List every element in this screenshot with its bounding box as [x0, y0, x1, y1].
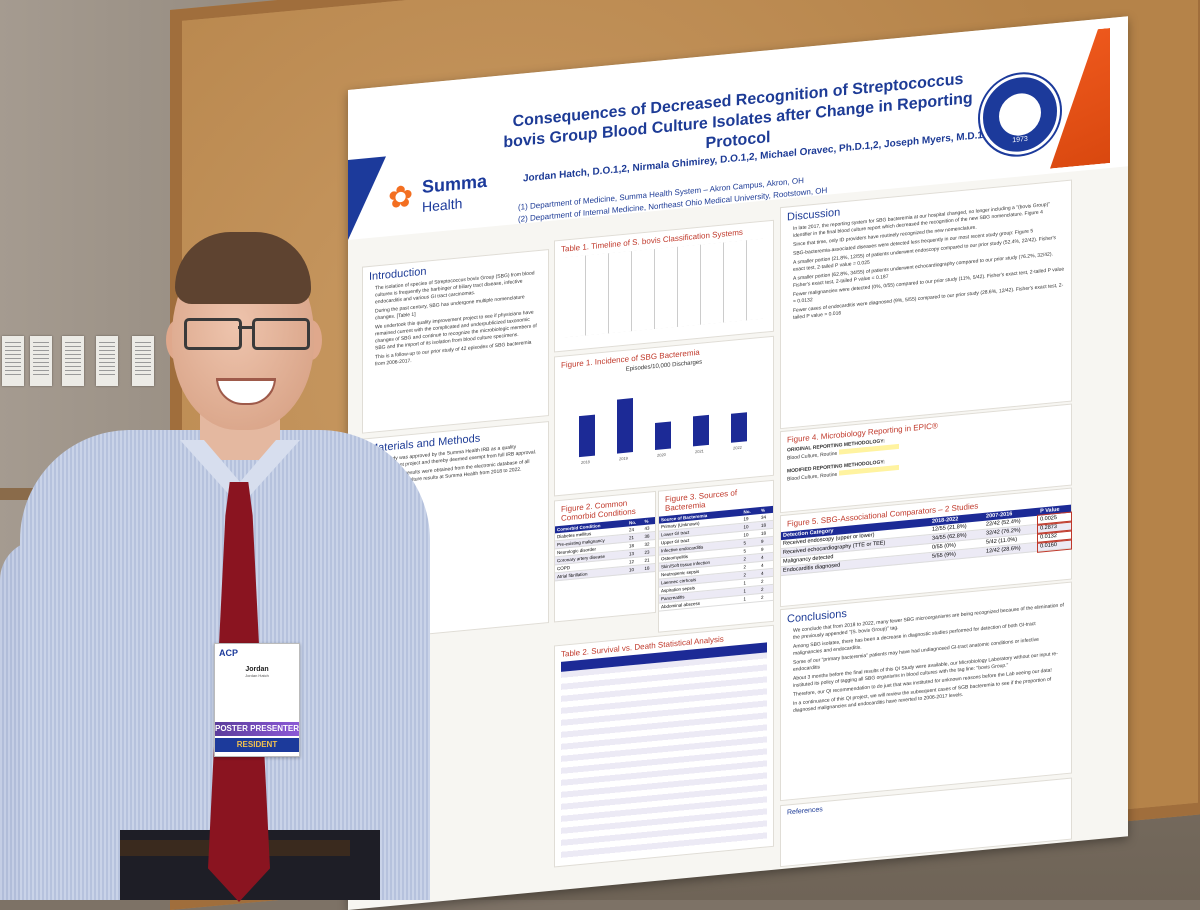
- year-label: 2020: [657, 451, 666, 458]
- year-label: 2021: [695, 448, 704, 455]
- paper: [30, 336, 52, 386]
- logo-text: Summa: [422, 170, 488, 198]
- summa-flower-icon: ✿: [388, 179, 414, 216]
- incidence-bar-chart: 2018 2019 2020 2021 2022: [569, 368, 759, 466]
- orange-corner-accent: [1050, 28, 1110, 169]
- paper: [132, 336, 154, 386]
- incidence-bar: [617, 398, 633, 454]
- introduction-section: Introduction The isolation of species of…: [362, 248, 549, 434]
- paper: [96, 336, 118, 386]
- incidence-bar: [731, 412, 747, 443]
- year-label: 2018: [581, 459, 590, 465]
- table-cell: 1: [741, 593, 759, 604]
- conclusions-section: Conclusions We conclude that from 2018 t…: [780, 581, 1072, 802]
- wall-rail: [0, 488, 180, 500]
- discussion-section: Discussion In late 2017, the reporting s…: [780, 179, 1072, 430]
- methods-section: Materials and Methods This study was app…: [362, 420, 549, 641]
- comorbid-table: Comorbid Condition No.% Diabetes mellitus 2…: [555, 516, 655, 581]
- table-cell: 18: [642, 563, 655, 573]
- incidence-bar: [579, 414, 595, 458]
- table-cell: 0.0160: [1037, 537, 1072, 553]
- sources-table: Source of Bacteremia No.% Primary (Unknown…: [659, 505, 773, 612]
- blue-corner-accent: [348, 156, 386, 240]
- figure1-section: Figure 1. Incidence of SBG Bacteremia Ep…: [554, 335, 774, 497]
- research-poster: ✿ Summa Health Consequences of Decreased…: [348, 16, 1128, 910]
- summa-health-logo: ✿ Summa Health: [388, 165, 508, 226]
- logo-sub: Health: [422, 195, 463, 216]
- year-label: 2022: [733, 444, 742, 451]
- table1-section: Table 1. Timeline of S. bovis Classifica…: [554, 219, 774, 353]
- paper: [2, 336, 24, 386]
- seal-emblem-icon: [999, 91, 1041, 138]
- survival-table: [561, 642, 767, 862]
- carpet: [0, 610, 60, 900]
- table2-section: Table 2. Survival vs. Death Statistical …: [554, 624, 774, 868]
- posted-papers: [0, 336, 170, 391]
- table-cell: 2: [758, 592, 773, 602]
- paper: [62, 336, 84, 386]
- incidence-bar: [693, 415, 709, 447]
- introduction-text: The isolation of species of Streptococcu…: [369, 270, 542, 369]
- table-cell: 10: [626, 564, 643, 575]
- timeline-grid: [563, 238, 765, 338]
- figure3-section: Figure 3. Sources of Bacteremia Source o…: [658, 479, 774, 633]
- figure2-section: Figure 2. Common Comorbid Conditions Com…: [554, 490, 656, 623]
- year-label: 2019: [619, 455, 628, 462]
- university-seal: 1973: [980, 70, 1060, 159]
- incidence-bar: [655, 421, 671, 450]
